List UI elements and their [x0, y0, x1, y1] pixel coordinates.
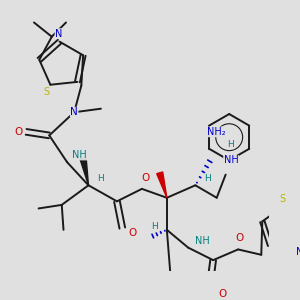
- Text: N: N: [296, 247, 300, 257]
- Text: H: H: [228, 140, 234, 149]
- Text: O: O: [129, 228, 137, 239]
- Text: N: N: [70, 107, 78, 117]
- Polygon shape: [80, 158, 88, 185]
- Text: NH₂: NH₂: [207, 127, 226, 137]
- Polygon shape: [157, 172, 167, 198]
- Text: S: S: [43, 87, 50, 97]
- Text: O: O: [15, 127, 23, 137]
- Text: O: O: [141, 173, 150, 183]
- Text: NH: NH: [195, 236, 210, 245]
- Text: H: H: [151, 222, 158, 231]
- Text: N: N: [55, 29, 62, 39]
- Text: O: O: [218, 289, 226, 299]
- Text: H: H: [204, 174, 211, 183]
- Text: H: H: [98, 174, 104, 183]
- Text: NH: NH: [224, 155, 238, 165]
- Text: O: O: [236, 233, 244, 243]
- Text: S: S: [280, 194, 286, 204]
- Text: NH: NH: [72, 150, 87, 160]
